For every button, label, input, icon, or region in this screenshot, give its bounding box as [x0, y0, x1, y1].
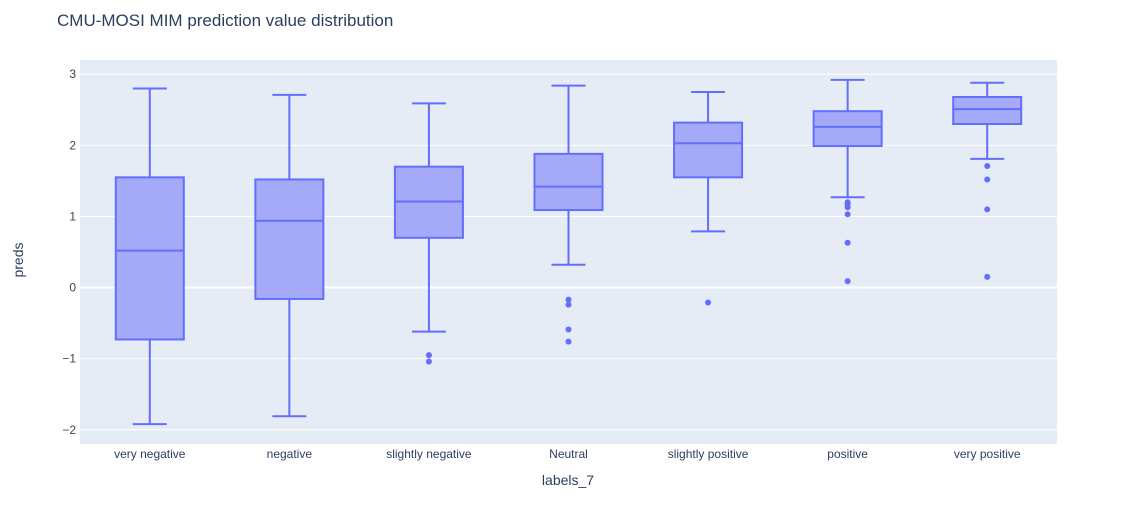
outlier-point [984, 206, 991, 213]
box-iqr [812, 110, 883, 148]
box-iqr [952, 95, 1023, 125]
outlier-point [844, 204, 851, 211]
outlier-point [844, 239, 851, 246]
x-tick-label: slightly positive [668, 447, 749, 461]
x-tick-label: positive [827, 447, 868, 461]
x-tick-label: negative [267, 447, 313, 461]
x-tick-label: very positive [954, 447, 1021, 461]
y-tick-label: −1 [62, 352, 76, 366]
y-tick-label: 1 [69, 209, 76, 223]
outlier-point [984, 273, 991, 280]
box-iqr [114, 176, 185, 341]
x-tick-label: slightly negative [386, 447, 472, 461]
outlier-point [425, 352, 432, 359]
chart-title: CMU-MOSI MIM prediction value distributi… [57, 11, 394, 30]
outlier-point [984, 162, 991, 169]
y-tick-label: 0 [69, 281, 76, 295]
y-axis-label: preds [10, 242, 26, 278]
outlier-point [705, 299, 712, 306]
y-tick-label: −2 [62, 423, 76, 437]
x-axis-label: labels_7 [541, 472, 595, 488]
box-iqr [533, 152, 604, 212]
outlier-point [844, 278, 851, 285]
outlier-point [565, 301, 572, 308]
outlier-point [565, 338, 572, 345]
outlier-point [425, 358, 432, 365]
outlier-point [565, 326, 572, 333]
box-iqr [673, 121, 744, 179]
x-tick-label: Neutral [549, 447, 588, 461]
box-iqr [254, 178, 325, 300]
y-tick-label: 3 [69, 67, 76, 81]
outlier-point [565, 296, 572, 303]
outlier-point [984, 176, 991, 183]
y-tick-label: 2 [69, 138, 76, 152]
x-tick-label: very negative [114, 447, 186, 461]
outlier-point [844, 211, 851, 218]
